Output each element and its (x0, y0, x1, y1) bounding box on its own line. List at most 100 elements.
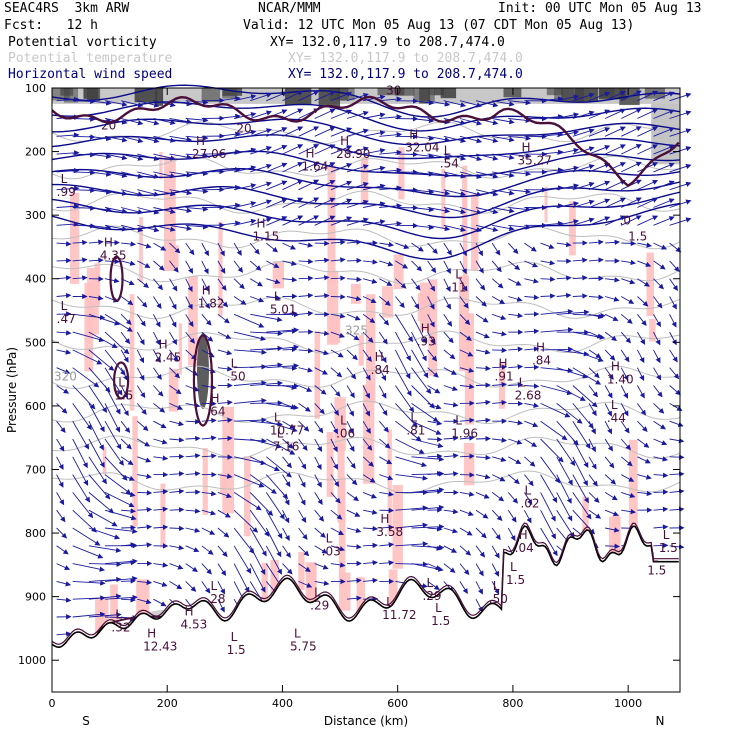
wind-vector (185, 152, 209, 159)
wind-vector (330, 349, 344, 358)
north-endpoint-label: N (656, 714, 665, 728)
high-pv-patch (222, 88, 243, 96)
pv-extremum-marker: L (426, 576, 433, 590)
wind-vector (540, 242, 555, 250)
isentrope-line (51, 330, 681, 354)
wind-vector (459, 118, 483, 126)
axes-layer: 100 200 300 400 500 600 700 800 900 1000 0 200 400 60… (5, 82, 681, 728)
y-tick-label: 1000 (18, 654, 46, 667)
wind-vector (427, 260, 437, 274)
wind-vector (475, 581, 483, 595)
wind-vector (588, 420, 596, 435)
wind-vector (588, 492, 600, 503)
wind-vector (604, 197, 626, 208)
wind-vector (185, 581, 197, 592)
wind-vector (459, 563, 470, 576)
wind-vector (556, 183, 580, 191)
wind-vector (201, 490, 217, 497)
wind-vector (572, 403, 594, 429)
wind-vector (459, 224, 483, 233)
wind-vector (378, 349, 387, 363)
wind-vector (298, 242, 314, 248)
wind-vector (621, 491, 636, 498)
wind-vector (588, 180, 611, 191)
pv-extremum-value: .91 (495, 369, 514, 383)
wind-vector (217, 220, 241, 226)
wind-vector (475, 153, 499, 161)
wind-vector (492, 153, 515, 160)
pv-extremum-value: .28 (206, 592, 225, 606)
isentrope-line (51, 190, 681, 214)
wind-vector (669, 367, 680, 380)
isentrope-line (51, 400, 681, 425)
wind-vector (346, 164, 369, 173)
pv-extremum-value: .06 (336, 427, 355, 441)
wind-vector (153, 260, 165, 271)
wind-vector (56, 474, 64, 488)
wind-vector (137, 189, 160, 197)
wind-vector (153, 189, 176, 197)
wind-vector (185, 260, 194, 274)
wind-vector (72, 275, 88, 281)
wind-vector (233, 527, 255, 554)
wind-vector (314, 180, 336, 191)
wind-vector (120, 385, 129, 399)
wind-vector (56, 150, 80, 156)
wind-vector (185, 206, 209, 212)
wind-vector (604, 331, 618, 342)
wind-vector (169, 135, 193, 142)
wind-vector (669, 260, 680, 272)
wind-vector (314, 385, 327, 395)
wind-vector (330, 403, 339, 416)
pv-extremum-marker: L (510, 560, 517, 574)
wind-vector (475, 435, 491, 442)
pv-extremum-marker: L (61, 299, 68, 313)
wind-vector (395, 296, 405, 309)
pv-contour-label: .0 (620, 214, 631, 228)
wind-vector (120, 118, 144, 126)
wind-vector (411, 189, 435, 195)
wind-vector (153, 349, 161, 363)
wind-vector (185, 385, 200, 392)
pink-shading-streak (164, 156, 176, 271)
wind-vector (169, 367, 181, 379)
wind-vector (282, 328, 298, 334)
wind-vector (378, 314, 390, 326)
wind-vector (427, 242, 438, 255)
wind-vector (556, 492, 573, 522)
wind-vector (620, 349, 630, 363)
wind-vector (314, 367, 329, 375)
field-label-wind: Horizontal wind speed (8, 67, 173, 82)
wind-vector (72, 438, 88, 469)
wind-vector (620, 331, 631, 344)
wind-vector (250, 438, 282, 449)
wind-vector (233, 94, 257, 102)
wind-vector (104, 331, 130, 355)
wind-vector (169, 171, 193, 178)
wind-vector (363, 201, 386, 208)
wind-vector (621, 508, 636, 515)
wind-vector (104, 224, 128, 232)
wind-vector (459, 472, 475, 478)
wind-vector (540, 492, 556, 522)
wind-vector (427, 314, 435, 328)
wind-vector (588, 162, 611, 173)
wind-vector (330, 109, 353, 119)
wind-vector (56, 580, 72, 587)
wind-vector (185, 224, 209, 230)
wind-vector (605, 527, 620, 533)
wind-vector (378, 367, 387, 382)
wind-vector (314, 420, 324, 434)
wind-vector (475, 260, 484, 274)
wind-vector (459, 367, 475, 373)
wind-vector (298, 474, 306, 488)
wind-vector (72, 492, 94, 519)
pink-shading-streak (350, 283, 361, 304)
wind-vector (185, 471, 201, 477)
wind-vector (346, 474, 358, 486)
wind-vector (120, 331, 131, 345)
wind-vector (556, 420, 579, 446)
wind-vector (314, 545, 328, 554)
wind-vector (637, 144, 659, 155)
wind-vector (653, 314, 661, 328)
